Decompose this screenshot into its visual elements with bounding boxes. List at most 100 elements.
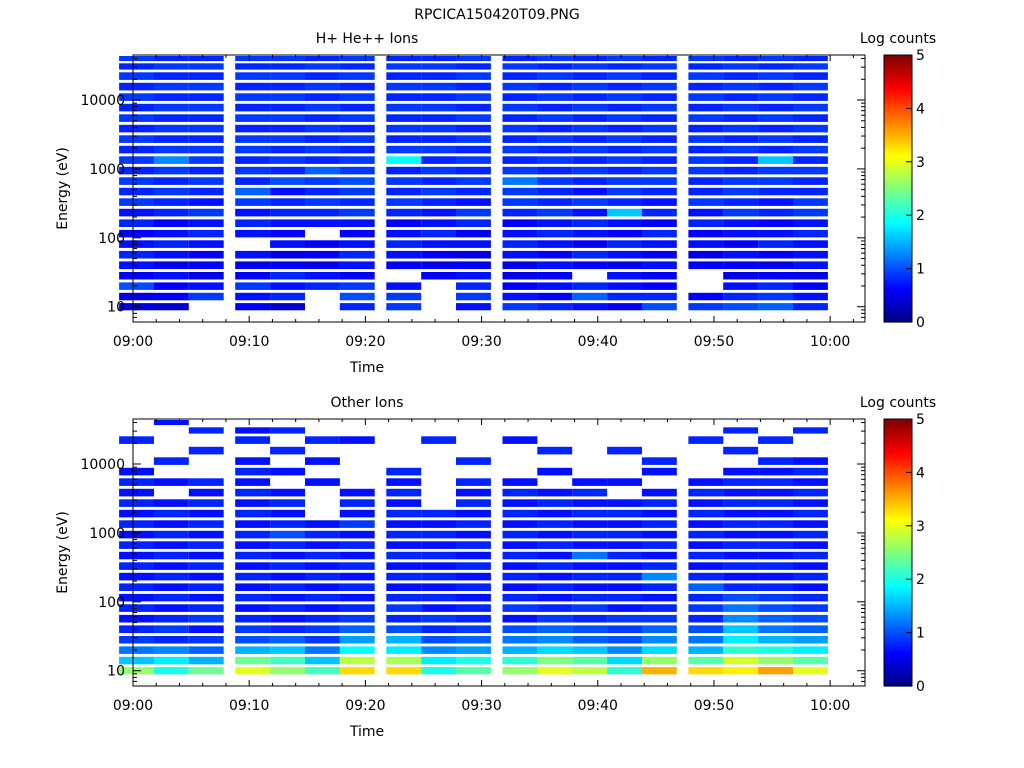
heatmap-cell <box>386 520 422 528</box>
heatmap-cell <box>305 667 340 675</box>
heatmap-cell <box>537 303 573 311</box>
heatmap-cell <box>758 219 793 227</box>
heatmap-cell <box>386 145 422 154</box>
heatmap-cell <box>641 82 677 91</box>
heatmap-cell <box>153 240 189 248</box>
heatmap-cell <box>723 530 759 539</box>
heatmap-cell <box>641 219 677 227</box>
heatmap-cell <box>188 593 224 602</box>
heatmap-cell <box>339 63 375 70</box>
heatmap-cell <box>572 656 608 665</box>
heatmap-cell <box>537 282 573 290</box>
colorbar-segment <box>884 536 912 540</box>
heatmap-cell <box>339 499 375 507</box>
heatmap-cell <box>607 72 642 80</box>
heatmap-cell <box>421 219 457 227</box>
heatmap-cell <box>758 93 793 101</box>
heatmap-cell <box>758 303 793 311</box>
colorbar-segment <box>884 127 912 131</box>
heatmap-cell <box>456 72 491 80</box>
heatmap-cell <box>119 551 154 560</box>
heatmap-cell <box>386 614 422 623</box>
heatmap-cell <box>572 261 608 270</box>
heatmap-cell <box>305 614 340 623</box>
heatmap-cell <box>456 177 491 185</box>
heatmap-cell <box>723 562 759 570</box>
heatmap-cell <box>421 103 457 112</box>
heatmap-cell <box>607 530 642 539</box>
colorbar-segment <box>884 565 912 570</box>
heatmap-cell <box>235 187 271 196</box>
heatmap-cell <box>386 250 422 259</box>
heatmap-cell <box>119 156 154 164</box>
heatmap-cell <box>305 250 340 259</box>
heatmap-cell <box>119 166 154 175</box>
heatmap-cell <box>572 303 608 311</box>
colorbar-segment <box>884 507 912 511</box>
heatmap-cell <box>793 177 828 185</box>
colorbar-segment <box>884 81 912 85</box>
colorbar-segment <box>884 71 912 75</box>
heatmap-cell <box>456 250 491 259</box>
heatmap-cell <box>607 250 642 259</box>
heatmap-cell <box>456 124 491 133</box>
heatmap-cell <box>607 240 642 248</box>
colorbar-segment <box>884 89 912 93</box>
heatmap-cell <box>386 124 422 133</box>
heatmap-cell <box>502 667 538 675</box>
heatmap-cell <box>723 63 759 70</box>
heatmap-cell <box>793 593 828 602</box>
heatmap-cell <box>153 303 189 311</box>
heatmap-cell <box>119 103 154 112</box>
heatmap-cell <box>723 93 759 101</box>
heatmap-cell <box>188 103 224 112</box>
heatmap-cell <box>270 467 305 476</box>
colorbar-frame <box>883 54 913 323</box>
colorbar-segment <box>884 667 912 671</box>
heatmap-cell <box>235 636 271 644</box>
heatmap-cell <box>607 292 642 301</box>
y-tick-label: 10000 <box>80 457 125 473</box>
heatmap-cell <box>723 72 759 80</box>
heatmap-cell <box>153 56 189 62</box>
heatmap-cell <box>188 625 224 634</box>
heatmap-cell <box>502 250 538 259</box>
colorbar-segment <box>884 217 912 222</box>
heatmap-cell <box>607 93 642 101</box>
heatmap-cell <box>386 303 422 311</box>
heatmap-cell <box>235 208 271 217</box>
heatmap-cell <box>339 229 375 238</box>
heatmap-cell <box>758 72 793 80</box>
heatmap-cell <box>188 572 224 581</box>
heatmap-cell <box>723 166 759 175</box>
heatmap-cell <box>305 198 340 206</box>
heatmap-cell <box>537 219 573 227</box>
colorbar-segment <box>884 204 912 208</box>
heatmap-cell <box>723 261 759 270</box>
heatmap-cell <box>386 572 422 581</box>
heatmap-cell <box>723 229 759 238</box>
heatmap-cell <box>339 103 375 112</box>
heatmap-cell <box>119 656 154 665</box>
heatmap-cell <box>537 614 573 623</box>
heatmap-cell <box>793 541 828 549</box>
heatmap-cell <box>456 135 491 143</box>
colorbar-segment <box>884 453 912 457</box>
y-tick-label: 1000 <box>89 162 125 178</box>
heatmap-cell <box>641 93 677 101</box>
colorbar-segment <box>884 65 912 69</box>
heatmap-cell <box>688 135 724 143</box>
heatmap-cell <box>758 436 793 444</box>
heatmap-cell <box>305 82 340 91</box>
heatmap-cell <box>793 72 828 80</box>
heatmap-cell <box>188 208 224 217</box>
heatmap-cell <box>758 530 793 539</box>
heatmap-cell <box>386 625 422 634</box>
heatmap-cell <box>607 229 642 238</box>
heatmap-cell <box>607 166 642 175</box>
colorbar-segment <box>884 675 912 679</box>
colorbar-segment <box>884 533 912 538</box>
heatmap-cell <box>572 593 608 602</box>
